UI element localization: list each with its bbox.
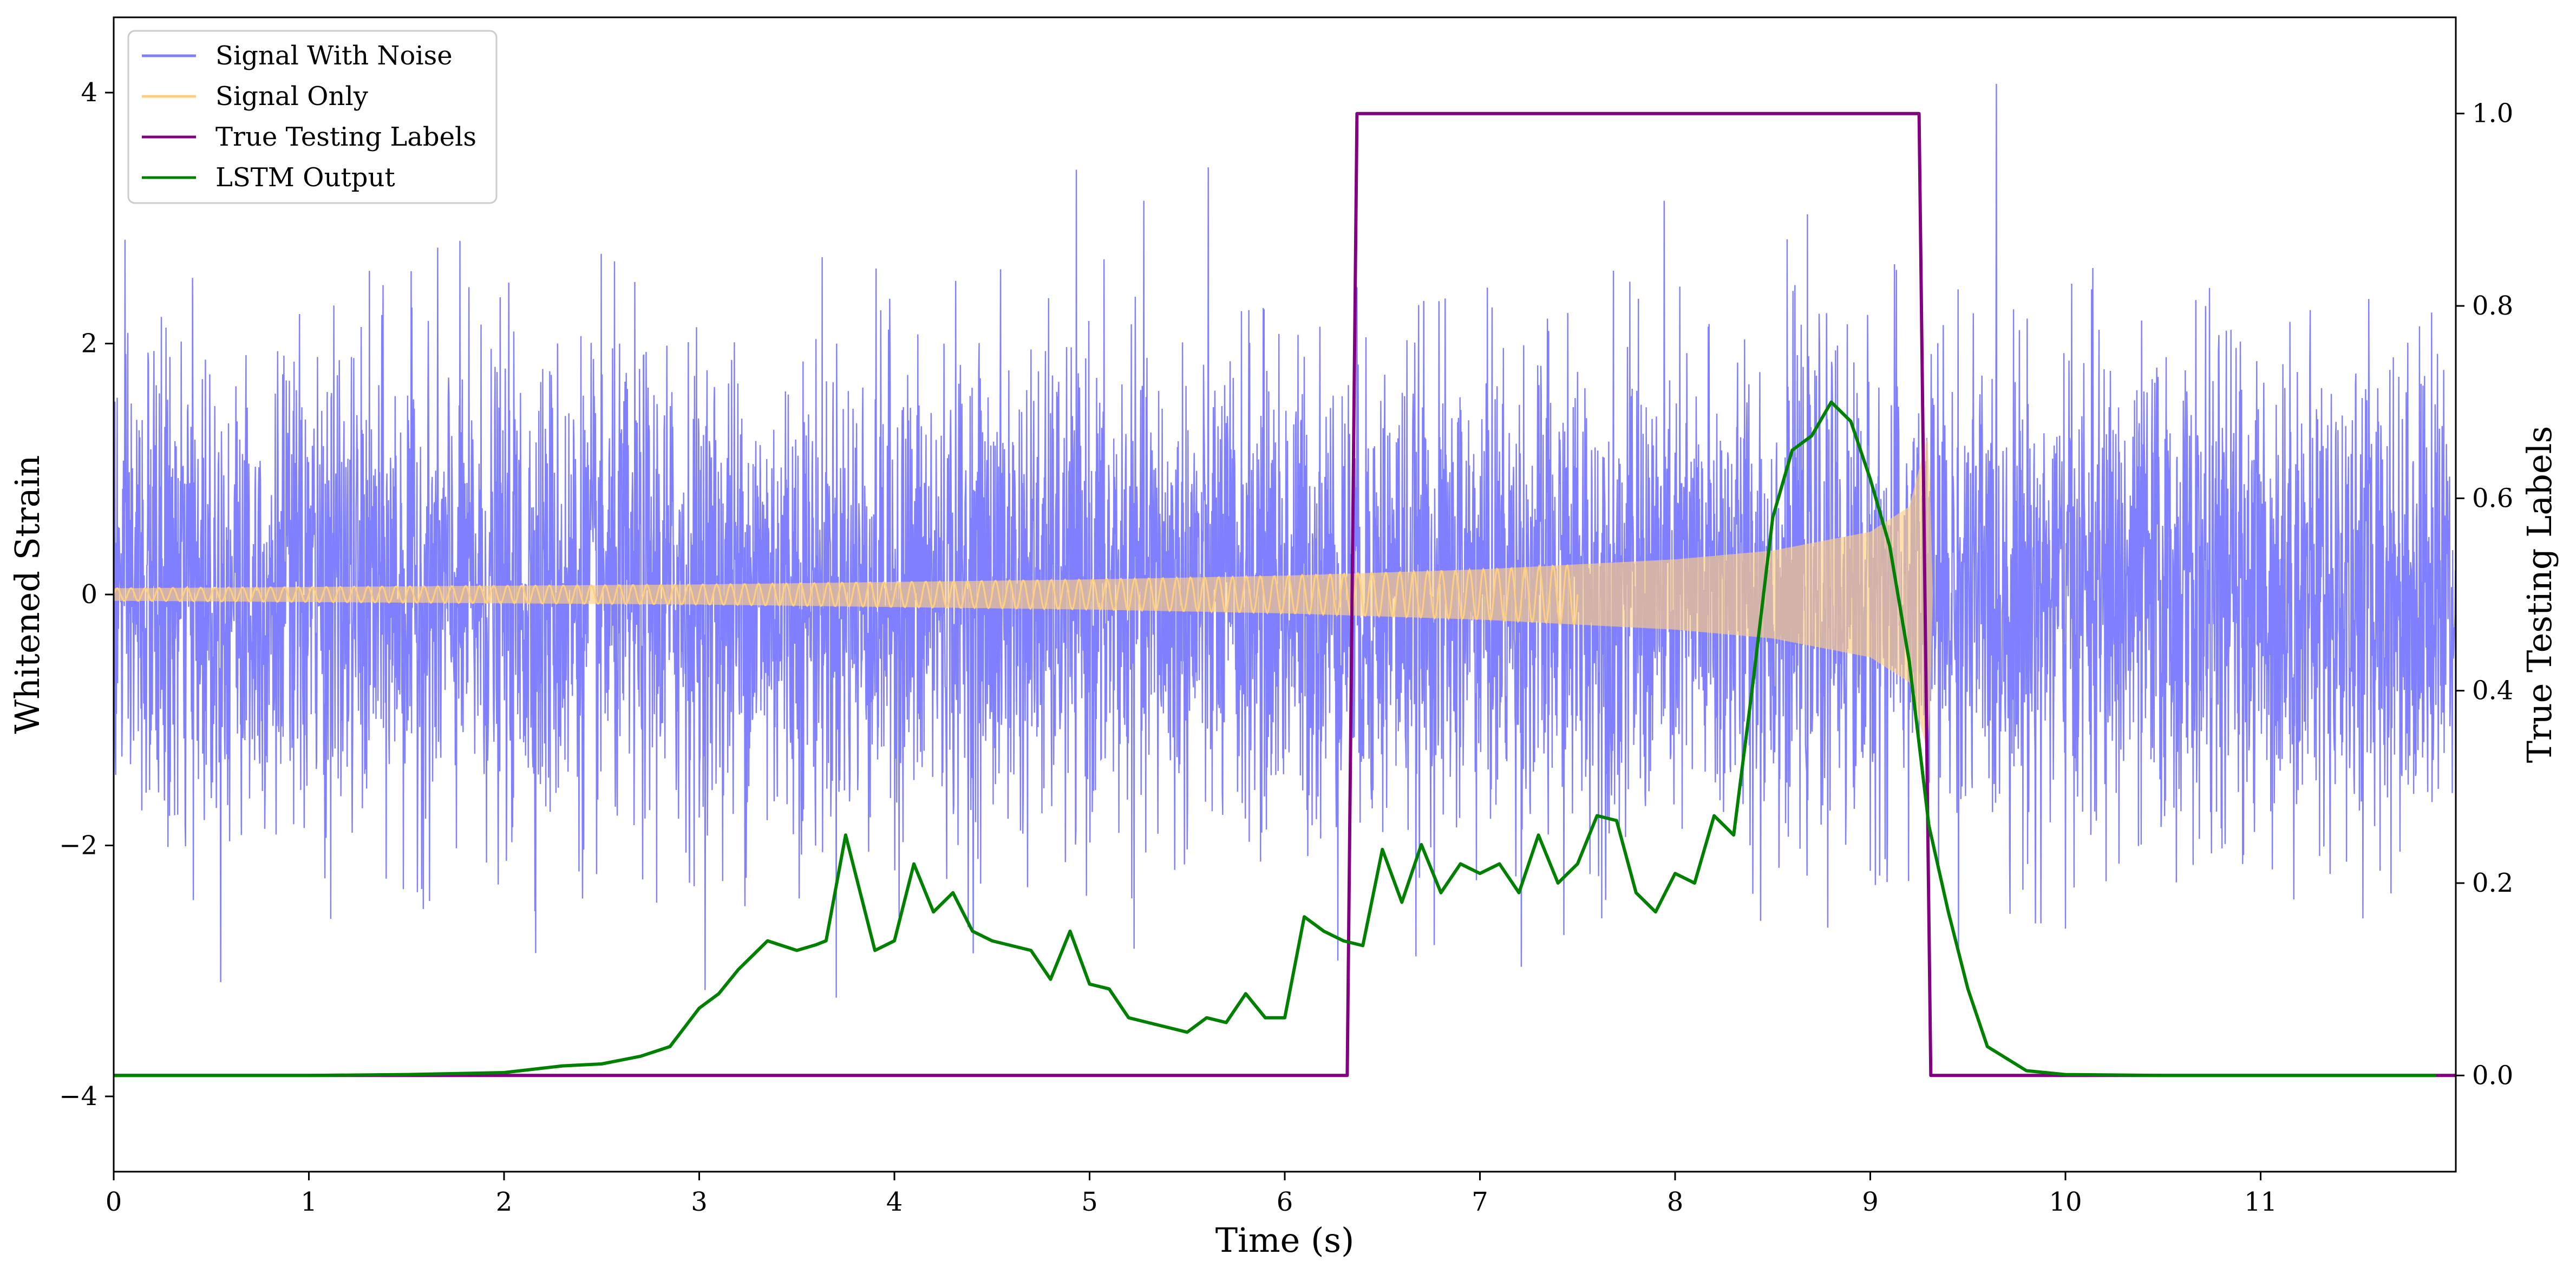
- y-right-tick-label: 0.8: [2472, 291, 2513, 321]
- lstm-output-line: [114, 400, 2436, 1077]
- legend-label-signal-only: Signal Only: [215, 81, 368, 112]
- x-tick-label: 9: [1862, 1187, 1879, 1217]
- signal-with-noise-line: [114, 83, 2456, 998]
- y-right-tick-label: 0.2: [2472, 868, 2513, 898]
- x-axis-ticks: 0 1 2 3 4 5 6 7 8 9 10 11: [106, 1172, 2277, 1217]
- y-tick-label: 0: [81, 579, 97, 610]
- x-tick-label: 11: [2244, 1187, 2277, 1217]
- plot-area: [114, 83, 2456, 1077]
- x-tick-label: 4: [886, 1187, 903, 1217]
- true-testing-labels-series: [114, 112, 2456, 1077]
- legend-label-lstm-output: LSTM Output: [215, 162, 395, 193]
- x-tick-label: 0: [106, 1187, 122, 1217]
- x-axis-label: Time (s): [1215, 1220, 1355, 1260]
- y-tick-label: 4: [81, 77, 97, 108]
- signal-only-line: [114, 564, 1579, 626]
- y-right-axis-label: True Testing Labels: [2520, 426, 2559, 763]
- x-tick-label: 2: [496, 1187, 513, 1217]
- y-tick-label: −2: [59, 830, 97, 860]
- true-testing-labels-line: [114, 112, 2456, 1077]
- x-tick-label: 5: [1081, 1187, 1098, 1217]
- signal-with-noise-series: [114, 83, 2456, 998]
- legend: Signal With Noise Signal Only True Testi…: [127, 30, 498, 204]
- y-tick-label: 2: [81, 329, 97, 359]
- x-tick-label: 6: [1277, 1187, 1293, 1217]
- signal-only-series: [114, 436, 2456, 753]
- y-right-tick-label: 0.4: [2472, 676, 2513, 706]
- y-axis-ticks: −4 −2 0 2 4: [59, 77, 114, 1112]
- y-right-tick-label: 0.0: [2472, 1060, 2513, 1090]
- legend-label-true-testing-labels: True Testing Labels: [215, 122, 476, 152]
- y-axis-label: Whitened Strain: [8, 455, 47, 734]
- lstm-output-series: [114, 400, 2436, 1077]
- y-tick-label: −4: [59, 1081, 97, 1112]
- x-tick-label: 3: [691, 1187, 708, 1217]
- x-tick-label: 1: [300, 1187, 317, 1217]
- legend-frame: [127, 30, 498, 204]
- legend-label-signal-with-noise: Signal With Noise: [215, 41, 453, 71]
- y-right-tick-label: 0.6: [2472, 483, 2513, 513]
- y-right-axis-ticks: 0.0 0.2 0.4 0.6 0.8 1.0: [2456, 99, 2513, 1090]
- y-right-tick-label: 1.0: [2472, 99, 2513, 129]
- x-tick-label: 7: [1472, 1187, 1488, 1217]
- x-tick-label: 8: [1667, 1187, 1684, 1217]
- x-tick-label: 10: [2049, 1187, 2082, 1217]
